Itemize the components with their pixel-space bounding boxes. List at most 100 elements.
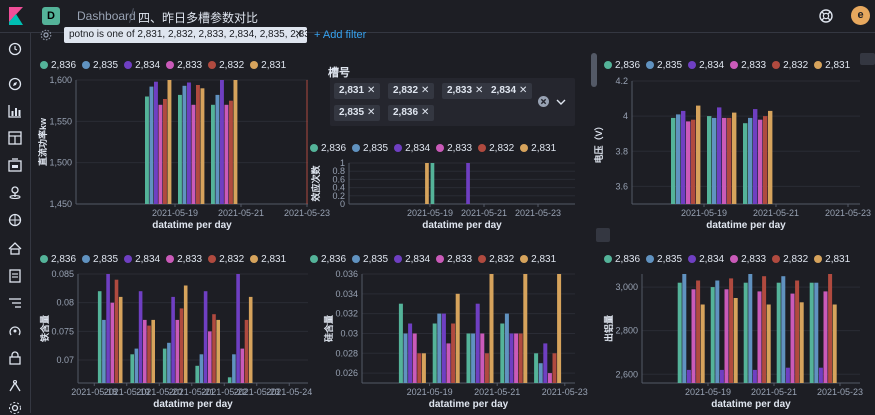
- bar[interactable]: [229, 100, 233, 204]
- bar[interactable]: [729, 278, 734, 383]
- bar[interactable]: [795, 280, 800, 384]
- potno-combobox[interactable]: 2,831 ✕ 2,832 ✕ 2,833 ✕ 2,834 ✕ 2,835 ✕ 2,836 ✕: [330, 78, 575, 126]
- bar[interactable]: [216, 319, 220, 383]
- clear-icon[interactable]: [538, 96, 549, 107]
- legend-item[interactable]: 2,831: [814, 60, 850, 71]
- legend-item[interactable]: 2,833: [436, 254, 472, 265]
- bar[interactable]: [130, 354, 134, 383]
- bar[interactable]: [195, 365, 199, 383]
- bar[interactable]: [215, 94, 220, 204]
- visualize-icon[interactable]: [8, 104, 22, 118]
- bar[interactable]: [748, 117, 753, 204]
- filter-pill[interactable]: potno is one of 2,831, 2,832, 2,833, 2,8…: [64, 27, 307, 43]
- bar[interactable]: [681, 110, 686, 204]
- dashboard-icon[interactable]: [8, 131, 22, 145]
- bar[interactable]: [715, 280, 720, 384]
- potno-chip[interactable]: 2,831 ✕: [334, 83, 381, 99]
- bar[interactable]: [208, 331, 212, 383]
- bar[interactable]: [504, 313, 509, 383]
- legend-item[interactable]: 2,831: [520, 254, 556, 265]
- legend-item[interactable]: 2,832: [478, 143, 514, 154]
- infra-icon[interactable]: [8, 241, 22, 255]
- bar[interactable]: [110, 302, 115, 383]
- bar[interactable]: [732, 112, 737, 204]
- panel-options-icon[interactable]: [860, 53, 875, 65]
- legend-item[interactable]: 2,833: [436, 143, 472, 154]
- bar[interactable]: [183, 285, 188, 384]
- bar[interactable]: [224, 104, 229, 204]
- bar[interactable]: [147, 325, 151, 383]
- bar[interactable]: [196, 85, 200, 204]
- bar[interactable]: [471, 333, 476, 384]
- bar[interactable]: [776, 282, 781, 383]
- cross-icon[interactable]: ✕: [475, 85, 484, 96]
- bar[interactable]: [408, 323, 413, 384]
- bar[interactable]: [748, 274, 753, 383]
- bar[interactable]: [717, 107, 722, 204]
- bar[interactable]: [403, 333, 408, 384]
- bar[interactable]: [671, 117, 676, 204]
- legend-item[interactable]: 2,836: [604, 60, 640, 71]
- bar[interactable]: [534, 353, 539, 383]
- bar[interactable]: [763, 116, 768, 204]
- bar[interactable]: [677, 282, 682, 383]
- bar[interactable]: [552, 353, 557, 383]
- bar[interactable]: [167, 80, 172, 204]
- legend-item[interactable]: 2,831: [250, 60, 286, 71]
- bar[interactable]: [757, 291, 762, 383]
- bar[interactable]: [240, 348, 245, 383]
- legend-item[interactable]: 2,832: [208, 60, 244, 71]
- cross-icon[interactable]: ✕: [367, 85, 376, 96]
- bar[interactable]: [489, 274, 494, 383]
- bar[interactable]: [167, 342, 171, 383]
- bar[interactable]: [191, 104, 196, 204]
- bar[interactable]: [484, 353, 489, 383]
- bar[interactable]: [832, 304, 837, 384]
- bar[interactable]: [753, 109, 758, 204]
- cross-icon[interactable]: ✕: [421, 85, 430, 96]
- bar[interactable]: [557, 274, 562, 383]
- bar[interactable]: [724, 289, 729, 383]
- maps-icon[interactable]: [8, 185, 22, 199]
- cross-icon[interactable]: ✕: [294, 29, 303, 40]
- bar[interactable]: [823, 291, 828, 383]
- bar[interactable]: [118, 296, 123, 383]
- logs-icon[interactable]: [8, 269, 22, 283]
- bar[interactable]: [248, 296, 253, 383]
- legend-item[interactable]: 2,835: [646, 254, 682, 265]
- devtools-icon[interactable]: [8, 379, 22, 393]
- bar[interactable]: [220, 80, 224, 204]
- bar[interactable]: [727, 117, 732, 204]
- bar[interactable]: [686, 369, 691, 383]
- bar[interactable]: [466, 333, 471, 384]
- bar[interactable]: [178, 94, 182, 204]
- legend-item[interactable]: 2,834: [124, 254, 160, 265]
- bar[interactable]: [227, 377, 232, 383]
- legend-item[interactable]: 2,836: [310, 254, 346, 265]
- help-icon[interactable]: [818, 8, 834, 24]
- legend-item[interactable]: 2,832: [208, 254, 244, 265]
- bar[interactable]: [818, 367, 823, 383]
- bar[interactable]: [446, 343, 451, 383]
- legend-item[interactable]: 2,834: [394, 143, 430, 154]
- bar[interactable]: [211, 104, 215, 204]
- bar[interactable]: [500, 323, 505, 384]
- bar[interactable]: [102, 319, 106, 383]
- bar[interactable]: [719, 369, 724, 383]
- compass-icon[interactable]: [8, 77, 22, 91]
- legend-item[interactable]: 2,833: [730, 254, 766, 265]
- bar[interactable]: [430, 163, 435, 204]
- add-filter-button[interactable]: + Add filter: [314, 29, 367, 41]
- bar[interactable]: [134, 348, 139, 383]
- legend-item[interactable]: 2,832: [772, 254, 808, 265]
- scrollbar[interactable]: [591, 53, 597, 87]
- bar[interactable]: [758, 119, 763, 204]
- bar[interactable]: [417, 353, 422, 383]
- siem-icon[interactable]: [8, 351, 22, 365]
- canvas-icon[interactable]: [8, 158, 22, 172]
- legend-item[interactable]: 2,836: [604, 254, 640, 265]
- bar[interactable]: [437, 313, 442, 383]
- bar[interactable]: [518, 333, 523, 384]
- bar[interactable]: [781, 276, 786, 383]
- bar[interactable]: [236, 274, 240, 383]
